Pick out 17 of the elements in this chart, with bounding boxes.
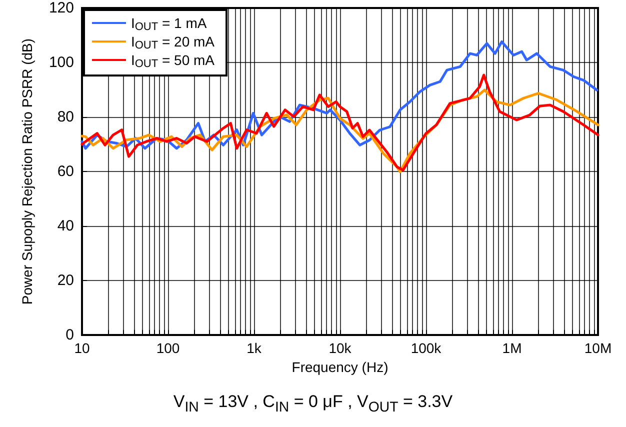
x-tick-label: 1M (502, 340, 522, 356)
y-axis-title: Power Supoply Rejection Ratio PSRR (dB) (19, 38, 35, 305)
text: V$_{IN}$ = 13V , C$_{IN}$ = 0 μF , V$_{OUT}$ = 3.3V (172, 392, 454, 416)
y-tick-label: 20 (57, 272, 74, 289)
y-tick-label: 40 (57, 218, 74, 234)
y-tick-label: 100 (48, 54, 74, 71)
x-tick-label: 100k (410, 340, 442, 356)
x-tick-label: 10M (584, 340, 612, 356)
y-tick-label: 60 (57, 163, 74, 180)
y-tick-label: 0 (66, 326, 74, 344)
x-tick-label: 10k (328, 340, 352, 356)
x-tick-label: 1k (246, 340, 262, 356)
y-tick-label: 120 (48, 0, 74, 16)
x-tick-label: 10 (74, 340, 90, 356)
x-axis-title: Frequency (Hz) (292, 358, 388, 375)
x-tick-label: 100 (156, 340, 180, 356)
y-tick-label: 80 (57, 108, 74, 126)
